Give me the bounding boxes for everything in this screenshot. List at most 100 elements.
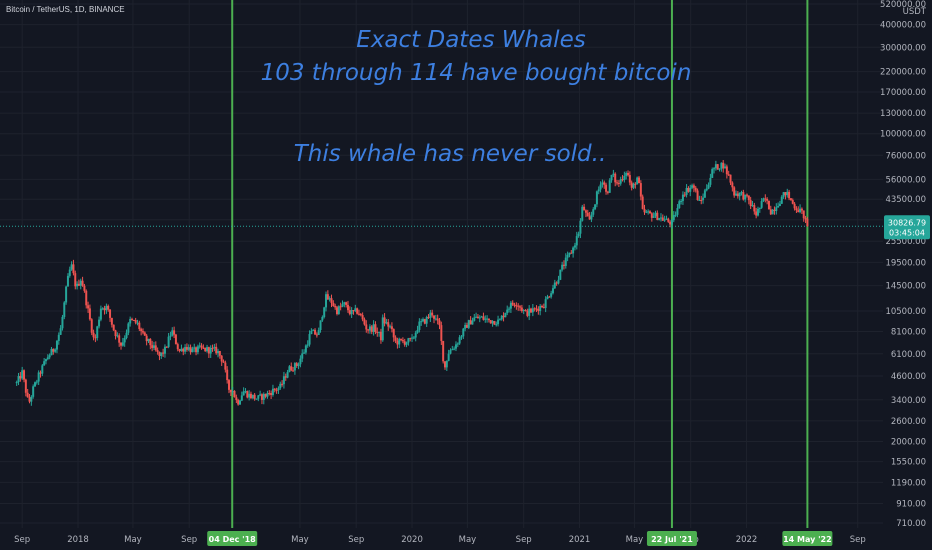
- date-marker-label: 22 Jul '21: [651, 535, 693, 544]
- candle-body: [433, 315, 436, 319]
- candle-body: [325, 294, 328, 308]
- candle-body: [751, 205, 754, 207]
- candle-body: [409, 338, 412, 340]
- candle-body: [422, 319, 425, 322]
- candle-body: [332, 302, 335, 306]
- candle-body: [583, 206, 586, 211]
- candle-body: [632, 183, 635, 188]
- candle-body: [795, 208, 798, 211]
- candle-body: [692, 185, 695, 188]
- candle-body: [515, 305, 518, 307]
- candle-body: [478, 317, 481, 319]
- candle-body: [195, 347, 198, 353]
- candle-body: [37, 372, 40, 382]
- candle-body: [696, 190, 699, 200]
- candle-body: [363, 319, 366, 325]
- candle-body: [758, 207, 761, 209]
- candle-body: [524, 310, 527, 312]
- y-tick-label: 1190.00: [891, 478, 926, 488]
- candle-body: [537, 308, 540, 312]
- x-axis[interactable]: Sep 2018 May Sep May Sep 2020 May Sep 2021 May Sep 2…: [0, 528, 883, 550]
- candle-body: [304, 345, 307, 353]
- candle-body: [670, 220, 673, 225]
- candle-body: [606, 191, 609, 193]
- candle-body: [72, 264, 75, 274]
- candle-body: [163, 346, 166, 354]
- candle-body: [674, 214, 677, 216]
- candle-body: [756, 208, 759, 216]
- candle-body: [295, 363, 298, 366]
- annotation-line-1[interactable]: Exact Dates Whales: [356, 27, 585, 53]
- candle-body: [744, 194, 747, 200]
- candle-body: [414, 332, 417, 338]
- candle-body: [26, 392, 29, 398]
- candle-body: [52, 348, 55, 352]
- candle-body: [570, 252, 573, 254]
- candle-body: [544, 299, 547, 308]
- candle-body: [412, 337, 415, 339]
- candle-body: [253, 394, 256, 399]
- candle-body: [248, 393, 251, 398]
- annotation-line-3[interactable]: This whale has never sold..: [294, 141, 607, 167]
- candle-body: [310, 330, 313, 335]
- candle-body: [400, 338, 403, 341]
- candle-body: [57, 334, 60, 341]
- candle-body: [59, 328, 62, 335]
- date-marker-label-bg: [646, 531, 697, 546]
- candle-body: [486, 318, 489, 320]
- candle-body: [489, 320, 492, 324]
- candle-body: [50, 348, 53, 356]
- candle-body: [733, 187, 736, 196]
- y-tick-label: 76000.00: [885, 151, 926, 161]
- candle-body: [337, 306, 340, 315]
- x-tick-label: May: [626, 535, 644, 545]
- candle-body: [213, 346, 216, 349]
- candle-body: [376, 332, 379, 334]
- candle-body: [753, 205, 756, 212]
- candle-body: [403, 341, 406, 345]
- candle-body: [791, 200, 794, 204]
- candle-body: [665, 218, 668, 220]
- candle-body: [614, 173, 617, 183]
- candle-body: [561, 264, 564, 270]
- candle-body: [714, 164, 717, 169]
- candle-body: [722, 162, 725, 169]
- candle-body: [672, 215, 675, 221]
- y-axis-unit: USDT: [903, 7, 927, 17]
- candle-body: [396, 340, 399, 345]
- candle-body: [346, 304, 349, 311]
- candle-body: [725, 166, 728, 175]
- candle-body: [383, 317, 386, 324]
- candle-body: [206, 347, 209, 352]
- y-tick-label: 19500.00: [885, 258, 926, 268]
- candle-body: [33, 382, 36, 387]
- current-price-label[interactable]: 30826.79 03:45:04: [884, 215, 930, 240]
- y-axis[interactable]: USDT 710.00 910.00 1190.00 1550.00 2000.00 26…: [880, 0, 932, 550]
- candle-body: [694, 187, 697, 191]
- candle-body: [151, 345, 154, 348]
- candle-body: [654, 212, 657, 217]
- candle-body: [769, 209, 772, 215]
- candle-body: [196, 346, 199, 353]
- candle-body: [804, 218, 807, 220]
- candle-body: [120, 342, 123, 346]
- candle-body: [319, 320, 322, 331]
- y-tick-label: 56000.00: [885, 175, 926, 185]
- symbol-header[interactable]: Bitcoin / TetherUS, 1D, BINANCE: [6, 5, 125, 14]
- candle-body: [736, 193, 739, 197]
- candle-body: [68, 269, 71, 276]
- candle-body: [755, 211, 758, 216]
- candle-body: [251, 394, 254, 399]
- candle-body: [185, 347, 188, 350]
- candle-body: [659, 217, 662, 219]
- candle-body: [530, 308, 533, 313]
- candle-body: [136, 322, 139, 324]
- candle-body: [724, 166, 727, 169]
- candle-body: [645, 211, 648, 213]
- candle-body: [473, 317, 476, 321]
- candle-body: [506, 309, 509, 313]
- candle-body: [101, 308, 104, 310]
- annotation-line-2[interactable]: 103 through 114 have bought bitcoin: [261, 60, 692, 86]
- candle-body: [590, 214, 593, 220]
